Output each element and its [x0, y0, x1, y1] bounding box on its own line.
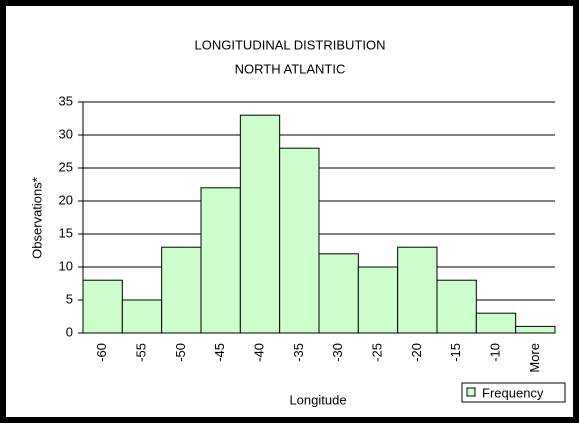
- y-tick-label: 15: [59, 225, 73, 240]
- bar: [82, 279, 123, 334]
- x-tick-label: -45: [212, 343, 227, 362]
- bar: [161, 246, 202, 334]
- bar: [357, 266, 399, 334]
- bar: [200, 187, 241, 334]
- bar: [239, 114, 281, 334]
- bar: [318, 253, 359, 334]
- x-axis-label: Longitude: [289, 392, 346, 407]
- x-tick-label: -20: [409, 343, 424, 362]
- x-tick-label: -30: [330, 343, 345, 362]
- bar: [397, 246, 438, 334]
- x-tick-label: More: [527, 343, 542, 373]
- y-tick-label: 5: [66, 291, 73, 306]
- bar: [515, 325, 556, 334]
- y-tick-label: 35: [59, 93, 73, 108]
- x-tick-label: -35: [291, 343, 306, 362]
- y-tick-label: 30: [59, 126, 73, 141]
- bar: [279, 147, 320, 334]
- y-tick-label: 20: [59, 192, 73, 207]
- x-tick-label: -50: [173, 343, 188, 362]
- bar: [475, 312, 517, 334]
- y-tick-label: 25: [59, 159, 73, 174]
- y-axis-label: Observations*: [29, 177, 44, 259]
- x-tick-label: -60: [94, 343, 109, 362]
- x-tick-label: -15: [448, 343, 463, 362]
- chart-subtitle: NORTH ATLANTIC: [235, 61, 346, 76]
- bar: [121, 299, 163, 334]
- chart-title: LONGITUDINAL DISTRIBUTION: [195, 37, 386, 52]
- x-tick-label: -40: [251, 343, 266, 362]
- legend-swatch: [466, 387, 476, 397]
- legend-label: Frequency: [482, 385, 544, 400]
- x-tick-label: -55: [133, 343, 148, 362]
- y-tick-label: 10: [59, 258, 73, 273]
- y-tick-label: 0: [66, 324, 73, 339]
- legend-box: [461, 382, 566, 403]
- bar: [436, 279, 477, 334]
- x-tick-label: -25: [369, 343, 384, 362]
- x-tick-label: -10: [487, 343, 502, 362]
